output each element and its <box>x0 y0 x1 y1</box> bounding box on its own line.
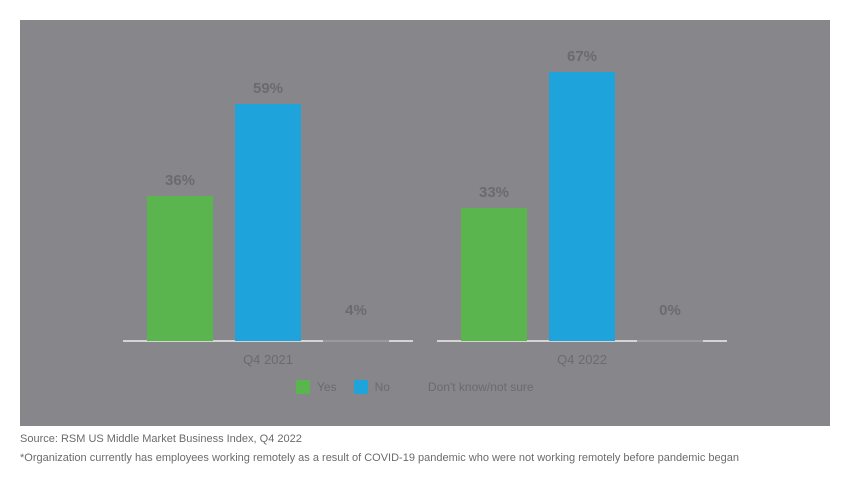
value-label: 36% <box>164 172 196 189</box>
category-label: Q4 2021 <box>243 352 293 367</box>
category-label: Q4 2022 <box>557 352 607 367</box>
value-label: 33% <box>478 184 510 201</box>
bar-yes <box>461 208 527 341</box>
bar-yes <box>147 196 213 341</box>
value-label: 0% <box>659 302 681 319</box>
legend-swatch-yes <box>296 380 310 394</box>
source-note: Source: RSM US Middle Market Business In… <box>20 433 302 445</box>
legend-item-dont-know: Don't know/not sure <box>428 380 534 394</box>
baseline <box>437 340 727 342</box>
legend: Yes No Don't know/not sure <box>296 380 551 394</box>
legend-swatch-no <box>353 380 368 394</box>
legend-label: Don't know/not sure <box>427 380 534 394</box>
bar-no <box>549 72 615 341</box>
legend-item-no: No <box>353 380 390 394</box>
bar-don-t-know-not-sure <box>323 340 389 342</box>
value-label: 4% <box>345 302 367 319</box>
legend-label: Yes <box>317 380 337 394</box>
legend-label: No <box>374 380 390 394</box>
value-label: 67% <box>566 48 598 65</box>
bar-no <box>235 104 301 341</box>
legend-item-yes: Yes <box>296 380 337 394</box>
footnote: *Organization currently has employees wo… <box>20 452 740 464</box>
bar-don-t-know-not-sure <box>637 340 703 342</box>
baseline <box>123 340 413 342</box>
value-label: 59% <box>252 80 284 97</box>
